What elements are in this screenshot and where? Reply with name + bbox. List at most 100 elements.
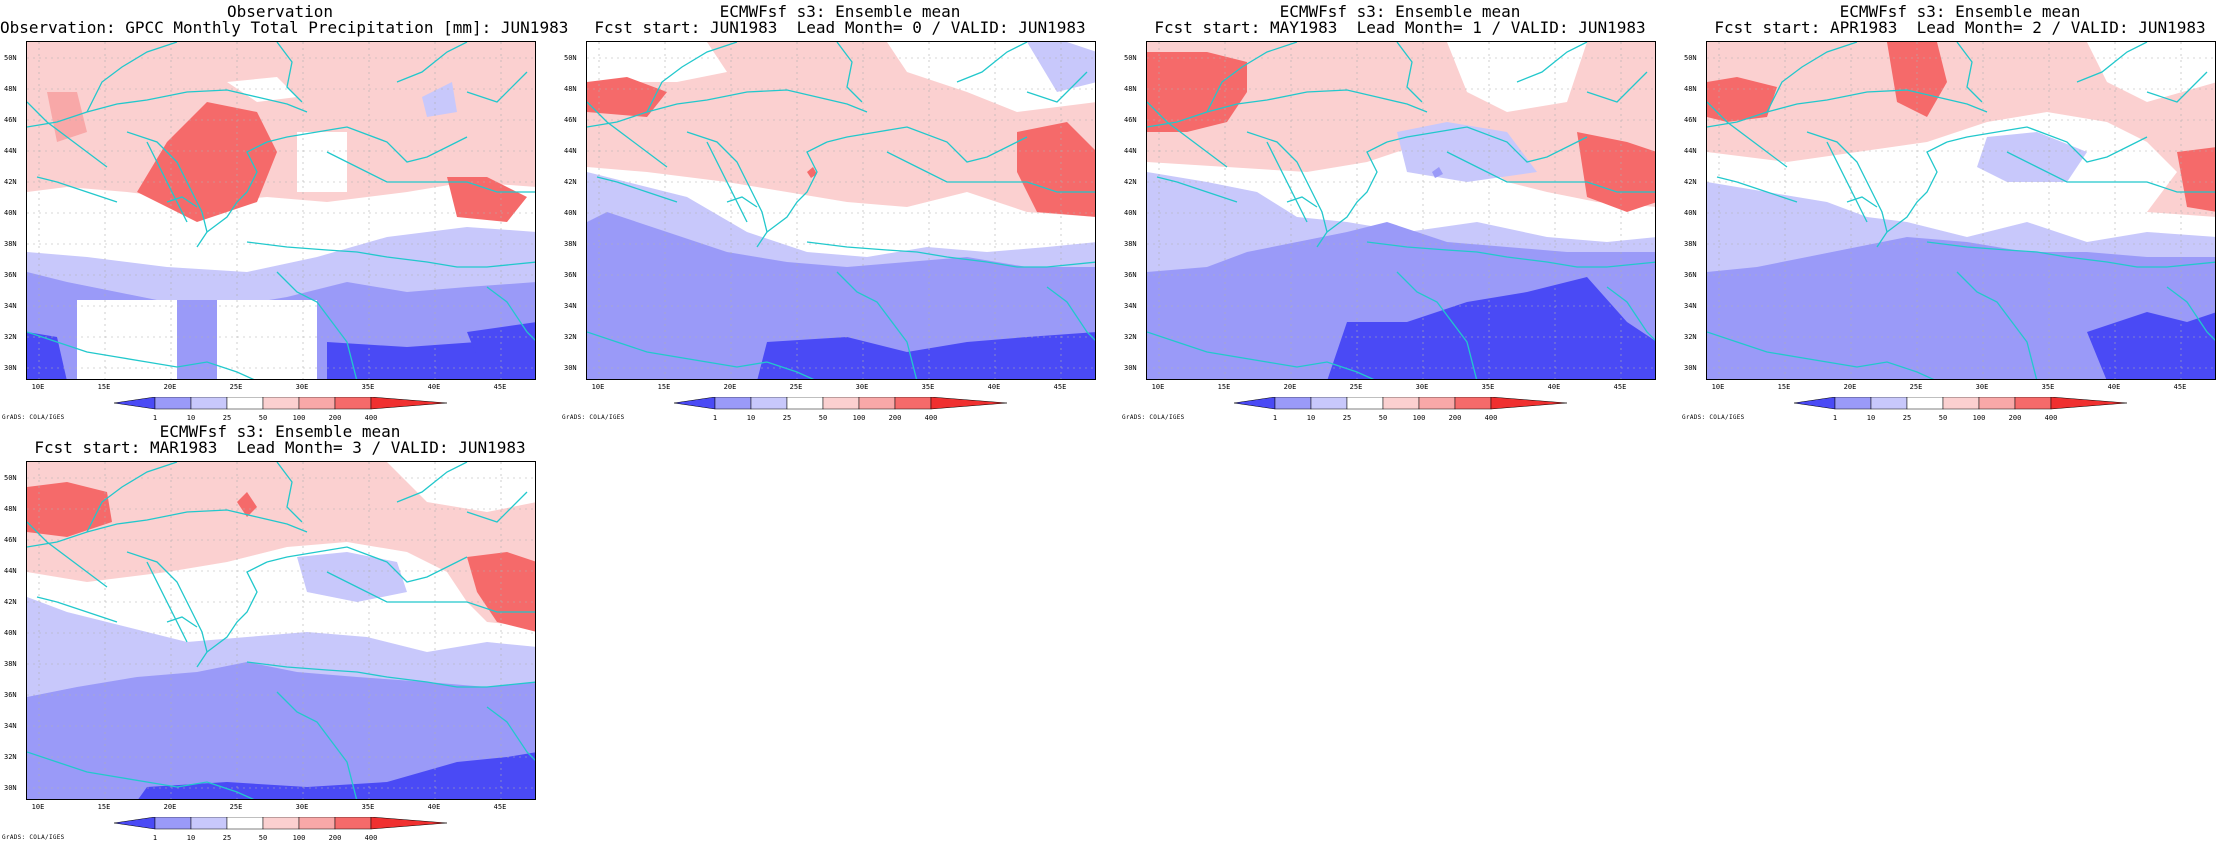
colorbar [674, 397, 1007, 410]
panel-subtitle: Observation: GPCC Monthly Total Precipit… [0, 18, 569, 37]
lat-tick: 50N [1684, 54, 1697, 62]
lat-tick: 48N [1684, 85, 1697, 93]
colorbar-label: 1 [1272, 414, 1278, 422]
lat-tick: 40N [564, 209, 577, 217]
colorbar-label: 50 [258, 414, 268, 422]
lon-tick: 15E [657, 383, 671, 391]
colorbar-label: 100 [1972, 414, 1986, 422]
precipitation-map [1706, 41, 2216, 380]
precipitation-field [27, 462, 535, 799]
lon-tick: 15E [1217, 383, 1231, 391]
map-panel-lead1: ECMWFsf s3: Ensemble mean Fcst start: MA… [1120, 0, 1680, 422]
lat-tick: 42N [1124, 178, 1137, 186]
precipitation-map [26, 461, 536, 800]
precipitation-map [1146, 41, 1656, 380]
lon-tick: 35E [921, 383, 935, 391]
lat-tick: 46N [4, 536, 17, 544]
lon-tick: 10E [1151, 383, 1165, 391]
panel-subtitle: Fcst start: MAR1983 Lead Month= 3 / VALI… [34, 438, 526, 457]
lon-tick: 45E [2173, 383, 2187, 391]
lat-tick: 38N [4, 660, 17, 668]
lon-tick: 40E [1547, 383, 1561, 391]
lon-tick: 25E [229, 383, 243, 391]
precipitation-map [26, 41, 536, 380]
colorbar [114, 817, 447, 830]
lat-tick: 48N [4, 85, 17, 93]
lat-tick: 34N [564, 302, 577, 310]
colorbar-label: 10 [1306, 414, 1316, 422]
lon-tick: 30E [295, 803, 309, 811]
colorbar-label: 1 [1832, 414, 1838, 422]
colorbar [1794, 397, 2127, 410]
lon-tick: 30E [295, 383, 309, 391]
lat-tick: 42N [1684, 178, 1697, 186]
lat-tick: 36N [1124, 271, 1137, 279]
colorbar-label: 400 [364, 414, 378, 422]
lat-tick: 32N [4, 753, 17, 761]
lat-tick: 42N [4, 598, 17, 606]
colorbar-label: 200 [1448, 414, 1462, 422]
lon-tick: 35E [2041, 383, 2055, 391]
lat-tick: 38N [564, 240, 577, 248]
lat-tick: 50N [1124, 54, 1137, 62]
lat-tick: 46N [1684, 116, 1697, 124]
panel-title: Observation [227, 2, 333, 21]
panel-title: ECMWFsf s3: Ensemble mean [1279, 2, 1521, 21]
map-panel-lead3: ECMWFsf s3: Ensemble mean Fcst start: MA… [0, 420, 560, 842]
colorbar-label: 400 [364, 834, 378, 842]
lon-tick: 35E [361, 383, 375, 391]
lat-tick: 46N [4, 116, 17, 124]
lat-tick: 32N [1124, 333, 1137, 341]
lon-tick: 10E [591, 383, 605, 391]
lon-tick: 45E [493, 803, 507, 811]
colorbar-label: 200 [328, 414, 342, 422]
lon-tick: 10E [1711, 383, 1725, 391]
grads-credit: GrADS: COLA/IGES [2, 834, 65, 841]
colorbar-label: 50 [1938, 414, 1948, 422]
lon-tick: 15E [1777, 383, 1791, 391]
precipitation-map [586, 41, 1096, 380]
lon-tick: 20E [1843, 383, 1857, 391]
lon-tick: 45E [1053, 383, 1067, 391]
map-panel-lead2: ECMWFsf s3: Ensemble mean Fcst start: AP… [1680, 0, 2240, 422]
lat-tick: 50N [564, 54, 577, 62]
lat-tick: 36N [564, 271, 577, 279]
precipitation-field [587, 42, 1095, 379]
lon-tick: 40E [987, 383, 1001, 391]
colorbar-label: 10 [186, 834, 196, 842]
lon-tick: 15E [97, 383, 111, 391]
lon-tick: 20E [1283, 383, 1297, 391]
lat-tick: 40N [1684, 209, 1697, 217]
colorbar-label: 25 [1902, 414, 1912, 422]
lon-tick: 10E [31, 383, 45, 391]
colorbar [114, 397, 447, 410]
lat-tick: 44N [4, 147, 17, 155]
precipitation-field [1707, 42, 2215, 379]
lon-tick: 20E [163, 803, 177, 811]
colorbar-label: 1 [712, 414, 718, 422]
lon-tick: 35E [361, 803, 375, 811]
lat-tick: 30N [1124, 364, 1137, 372]
grads-credit: GrADS: COLA/IGES [562, 414, 625, 421]
lat-tick: 50N [4, 54, 17, 62]
panel-title: ECMWFsf s3: Ensemble mean [1839, 2, 2081, 21]
lat-tick: 34N [4, 722, 17, 730]
lon-tick: 20E [723, 383, 737, 391]
lat-tick: 44N [564, 147, 577, 155]
colorbar-label: 1 [152, 414, 158, 422]
lat-tick: 48N [564, 85, 577, 93]
grads-credit: GrADS: COLA/IGES [1122, 414, 1185, 421]
lat-tick: 34N [4, 302, 17, 310]
panel-subtitle: Fcst start: APR1983 Lead Month= 2 / VALI… [1714, 18, 2206, 37]
panel-subtitle: Fcst start: MAY1983 Lead Month= 1 / VALI… [1154, 18, 1646, 37]
colorbar-label: 200 [888, 414, 902, 422]
lon-tick: 30E [1975, 383, 1989, 391]
panel-subtitle: Fcst start: JUN1983 Lead Month= 0 / VALI… [594, 18, 1086, 37]
colorbar-label: 10 [1866, 414, 1876, 422]
lat-tick: 40N [4, 209, 17, 217]
lon-tick: 10E [31, 803, 45, 811]
lon-tick: 20E [163, 383, 177, 391]
lat-tick: 38N [1684, 240, 1697, 248]
lat-tick: 38N [4, 240, 17, 248]
lat-tick: 48N [1124, 85, 1137, 93]
